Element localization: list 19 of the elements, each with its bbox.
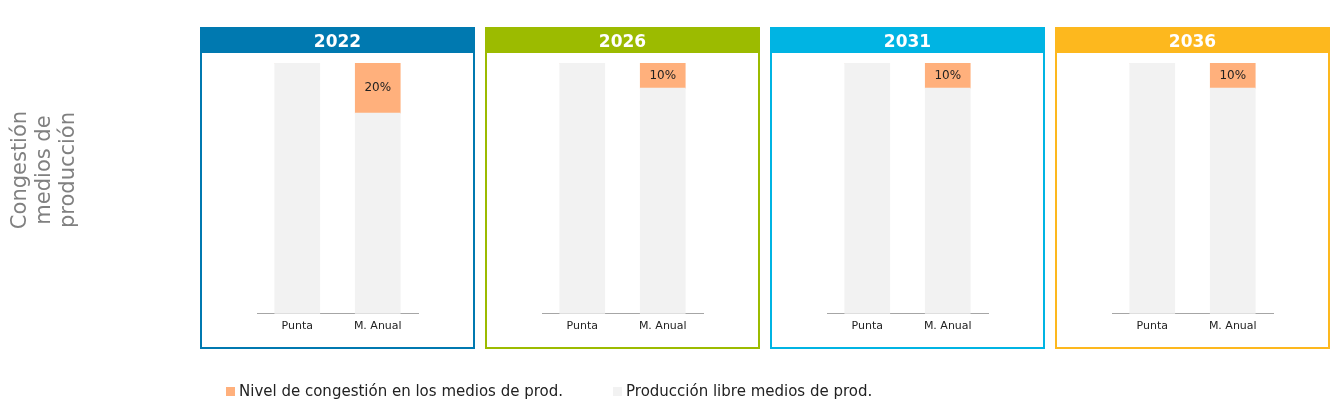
y-axis-title: Congestión medios de producción bbox=[7, 110, 79, 230]
x-tick-label: M. Anual bbox=[923, 319, 972, 333]
x-tick-label: M. Anual bbox=[1208, 319, 1257, 333]
data-label: 10% bbox=[649, 67, 677, 82]
data-label: 10% bbox=[934, 67, 962, 82]
data-label: 10% bbox=[1219, 67, 1247, 82]
chart-title: 2026 bbox=[487, 29, 758, 53]
x-tick-label: Punta bbox=[851, 319, 883, 333]
x-tick-label: Punta bbox=[1136, 319, 1168, 333]
x-tick-label: M. Anual bbox=[638, 319, 687, 333]
x-tick-label: Punta bbox=[566, 319, 598, 333]
chart-title: 2036 bbox=[1057, 29, 1328, 53]
chart-title: 2022 bbox=[202, 29, 473, 53]
data-label: 20% bbox=[364, 80, 392, 95]
legend-label: Nivel de congestión en los medios de prod. bbox=[238, 382, 564, 400]
chart-title: 2031 bbox=[772, 29, 1043, 53]
x-tick-label: Punta bbox=[281, 319, 313, 333]
legend-label: Producción libre medios de prod. bbox=[625, 382, 873, 400]
x-tick-label: M. Anual bbox=[353, 319, 402, 333]
